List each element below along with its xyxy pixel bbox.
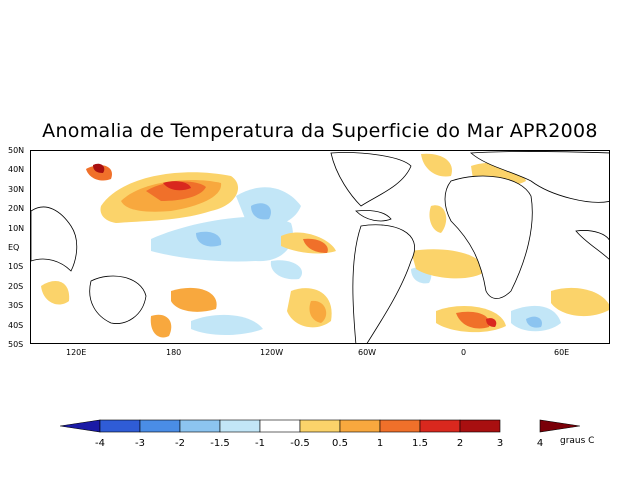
lat-label-30n: 30N [8,185,25,194]
lon-label-0: 0 [461,348,467,357]
legend-arrow-low [60,419,101,433]
legend-swatch [179,419,221,433]
lon-label-60w: 60W [358,348,377,357]
legend-label: -0.5 [290,438,310,449]
legend-label: 0.5 [332,438,348,449]
legend-label: 4 [537,438,543,449]
lon-label-60e: 60E [554,348,570,357]
legend-label: -3 [135,438,145,449]
lat-label-20n: 20N [8,204,25,213]
map-frame [30,150,610,344]
lon-label-120w: 120W [260,348,284,357]
legend-swatch [139,419,181,433]
lat-label-20s: 20S [8,282,24,291]
legend-swatch [219,419,261,433]
lat-label-30s: 30S [8,301,24,310]
north-america [330,152,412,207]
legend-swatches [99,419,501,433]
legend-swatch [379,419,421,433]
legend-arrow-high [539,419,580,433]
legend-label: 1.5 [412,438,428,449]
land-masses [31,151,609,343]
legend-units: graus C [560,436,595,446]
lat-label-50s: 50S [8,340,24,349]
lat-label-eq: EQ [8,243,20,252]
legend-label: -2 [175,438,185,449]
legend-swatch [99,419,141,433]
map-title: Anomalia de Temperatura da Superficie do… [42,120,598,142]
lat-label-50n: 50N [8,146,25,155]
legend-label: 2 [457,438,463,449]
africa [444,175,533,299]
legend-swatch [259,419,301,433]
legend-swatch [299,419,341,433]
lat-label-40s: 40S [8,321,24,330]
lat-label-40n: 40N [8,165,25,174]
legend-labels: -4 -3 -2 -1.5 -1 -0.5 0.5 1 1.5 2 3 4 [95,438,543,449]
central-america [355,210,392,222]
lat-label-10s: 10S [8,262,24,271]
india-coast [575,230,609,260]
color-legend: -4 -3 -2 -1.5 -1 -0.5 0.5 1 1.5 2 3 4 [60,419,580,449]
legend-swatch [339,419,381,433]
eurasia [470,151,609,203]
lon-label-120e: 120E [66,348,87,357]
sst-anomaly-map [31,151,609,343]
lon-label-180: 180 [166,348,182,357]
legend-label: -1 [255,438,265,449]
asia-coast [31,206,78,272]
australia [89,275,147,324]
south-america [352,224,415,343]
lat-label-10n: 10N [8,224,25,233]
legend-swatch [459,419,501,433]
legend-label: -1.5 [210,438,230,449]
legend-label: 1 [377,438,383,449]
legend-label: -4 [95,438,105,449]
legend-swatch [419,419,461,433]
legend-label: 3 [497,438,503,449]
